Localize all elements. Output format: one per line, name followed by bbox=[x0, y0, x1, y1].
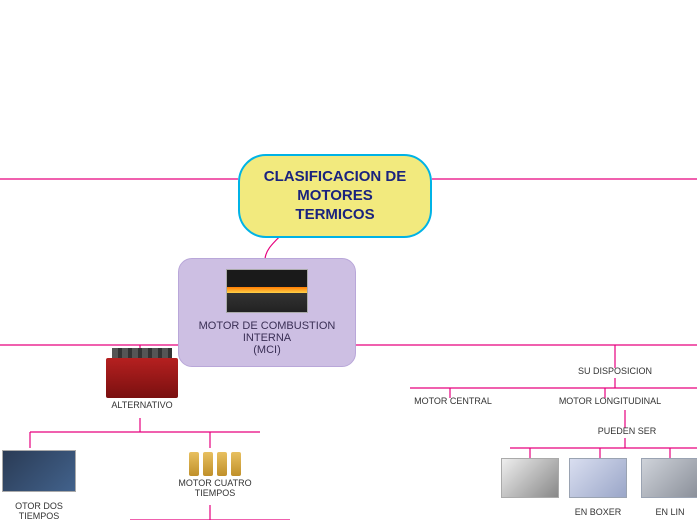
mci-node[interactable]: MOTOR DE COMBUSTION INTERNA (MCI) bbox=[178, 258, 356, 367]
dos-tiempos-node[interactable]: OTOR DOS TIEMPOS bbox=[0, 450, 84, 520]
motor-longitudinal-node[interactable]: MOTOR LONGITUDINAL bbox=[555, 396, 665, 406]
alternativo-engine-icon bbox=[106, 358, 178, 398]
en-linea-label: EN LIN bbox=[640, 507, 697, 517]
en-boxer-thumb-icon bbox=[569, 458, 627, 498]
root-label-line2: MOTORES TERMICOS bbox=[260, 187, 410, 225]
en-linea-node[interactable]: EN LIN bbox=[640, 458, 697, 517]
pueden-ser-label: PUEDEN SER bbox=[592, 426, 662, 436]
alternativo-label: ALTERNATIVO bbox=[98, 400, 186, 410]
disposicion-label: SU DISPOSICION bbox=[570, 366, 660, 376]
en-linea-thumb-icon bbox=[641, 458, 697, 498]
root-node[interactable]: CLASIFICACION DE MOTORES TERMICOS bbox=[238, 154, 432, 238]
motor-central-label: MOTOR CENTRAL bbox=[408, 396, 498, 406]
en-boxer-label: EN BOXER bbox=[568, 507, 628, 517]
mci-thumb-icon bbox=[226, 269, 308, 313]
mci-label-line1: MOTOR DE COMBUSTION INTERNA bbox=[191, 320, 343, 344]
boxer-thumb-1-icon bbox=[501, 458, 559, 498]
en-boxer-node[interactable]: EN BOXER bbox=[568, 458, 628, 517]
boxer-thumb-1-node[interactable] bbox=[500, 458, 560, 507]
mci-label-line2: (MCI) bbox=[191, 344, 343, 356]
disposicion-node[interactable]: SU DISPOSICION bbox=[570, 366, 660, 376]
motor-central-node[interactable]: MOTOR CENTRAL bbox=[408, 396, 498, 406]
dos-tiempos-label: OTOR DOS TIEMPOS bbox=[0, 501, 84, 520]
cuatro-tiempos-label: MOTOR CUATRO TIEMPOS bbox=[160, 478, 270, 498]
motor-longitudinal-label: MOTOR LONGITUDINAL bbox=[555, 396, 665, 406]
dos-tiempos-thumb-icon bbox=[2, 450, 76, 492]
pueden-ser-node[interactable]: PUEDEN SER bbox=[592, 426, 662, 436]
alternativo-node[interactable]: ALTERNATIVO bbox=[98, 358, 186, 410]
cuatro-tiempos-pistons-icon bbox=[160, 452, 270, 476]
root-label-line1: CLASIFICACION DE bbox=[260, 168, 410, 187]
cuatro-tiempos-node[interactable]: MOTOR CUATRO TIEMPOS bbox=[160, 452, 270, 498]
